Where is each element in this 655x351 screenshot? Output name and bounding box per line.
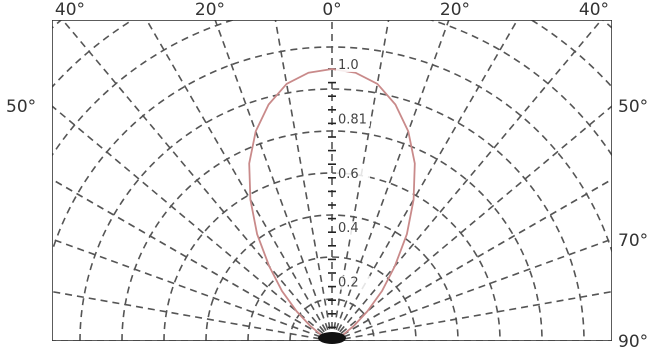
radial-label-0-4: 0.4: [338, 221, 359, 236]
radial-label-0-8: 0.81: [338, 112, 367, 127]
grid-spoke-30: [331, 20, 519, 341]
angle-label-0: 0°: [322, 0, 341, 20]
series-layer: [248, 68, 416, 344]
angle-label-m20: 20°: [195, 0, 225, 20]
grid-layer: [0, 0, 655, 341]
grid-spoke-10: [331, 20, 390, 341]
grid-spoke--60: [52, 178, 333, 341]
grid-spoke-70: [331, 238, 612, 341]
grid-spoke--50: [52, 105, 333, 341]
radial-label-bg: [336, 58, 370, 72]
origin-mark: [318, 332, 346, 344]
grid-arc-8: [52, 20, 612, 157]
angle-label-50: 50°: [618, 97, 648, 117]
radial-label-bg: [336, 221, 370, 236]
grid-arc-9: [52, 20, 612, 89]
grid-arc-4: [163, 172, 501, 341]
grid-spoke-50: [331, 105, 612, 341]
grid-spoke--40: [61, 20, 333, 341]
radial-label-bg: [336, 112, 370, 127]
radial-label-0-2: 0.2: [338, 276, 359, 291]
grid-spoke--10: [274, 20, 333, 341]
angle-label-40: 40°: [579, 0, 609, 20]
grid-spoke--30: [145, 20, 333, 341]
grid-spoke-20: [331, 20, 450, 341]
radial-label-1: 1.0: [338, 58, 359, 73]
angle-label-20: 20°: [440, 0, 470, 20]
grid-arc-11: [0, 0, 655, 341]
angle-label-m40: 40°: [55, 0, 85, 20]
grid-arc-10: [52, 20, 612, 30]
grid-arc-14: [0, 0, 655, 341]
grid-arc-12: [0, 0, 655, 341]
radial-label-bg: [336, 275, 370, 290]
grid-arc-6: [79, 88, 585, 341]
grid-arc-13: [0, 0, 655, 341]
grid-spoke--80: [52, 290, 333, 341]
angle-label-90: 90°: [618, 332, 648, 351]
grid-arc-5: [121, 130, 543, 341]
radial-label-bg: [336, 166, 370, 181]
label-layer: 40° 20° 0° 20° 40° 50° 50° 70° 90° 1.0 0.81 0.6 0.4 0…: [6, 0, 648, 351]
grid-spoke--20: [214, 20, 333, 341]
angle-label-m50: 50°: [6, 97, 36, 117]
grid-spoke-80: [331, 290, 612, 341]
grid-arc-15: [0, 0, 655, 341]
grid-spoke-60: [331, 178, 612, 341]
radial-label-0-6: 0.6: [338, 167, 359, 182]
grid-arc-2: [247, 256, 417, 341]
grid-spoke--70: [52, 238, 333, 341]
angle-label-70: 70°: [618, 231, 648, 251]
grid-spoke-40: [331, 20, 603, 341]
